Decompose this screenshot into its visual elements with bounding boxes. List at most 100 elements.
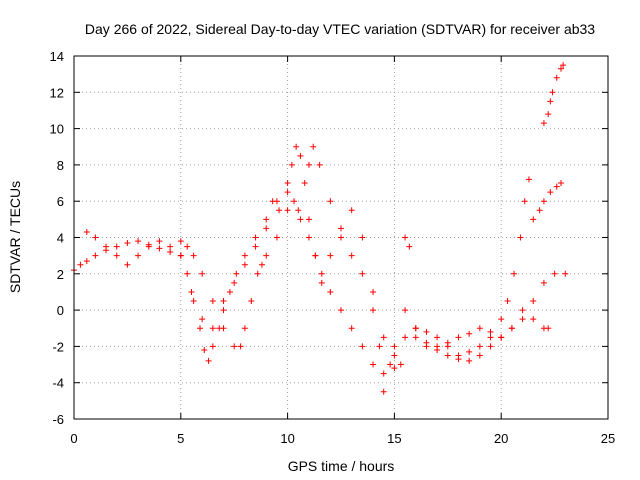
data-point	[370, 307, 377, 314]
data-point	[177, 252, 184, 259]
data-point	[269, 198, 276, 205]
data-point	[190, 252, 197, 259]
y-tick-label: 14	[50, 49, 64, 64]
data-point	[327, 288, 334, 295]
data-point	[498, 316, 505, 323]
data-point	[124, 261, 131, 268]
data-point	[530, 216, 537, 223]
data-point	[305, 161, 312, 168]
data-point	[444, 343, 451, 350]
data-point	[391, 352, 398, 359]
data-point	[156, 245, 163, 252]
data-point	[511, 270, 518, 277]
data-point	[423, 339, 430, 346]
data-point	[558, 65, 565, 72]
data-point	[83, 258, 90, 265]
data-point	[547, 98, 554, 105]
data-point	[547, 189, 554, 196]
y-tick-label: 8	[57, 158, 64, 173]
data-point	[455, 334, 462, 341]
data-point	[487, 334, 494, 341]
data-point	[380, 388, 387, 395]
data-point	[124, 239, 131, 246]
y-tick-label: 0	[57, 303, 64, 318]
data-point	[295, 207, 302, 214]
data-point	[519, 307, 526, 314]
data-point	[113, 252, 120, 259]
data-point	[103, 243, 110, 250]
data-point	[92, 252, 99, 259]
x-tick-label: 0	[70, 431, 77, 446]
data-point	[376, 343, 383, 350]
y-tick-label: 2	[57, 267, 64, 282]
data-point	[135, 252, 142, 259]
y-tick-label: 4	[57, 231, 64, 246]
data-point	[263, 216, 270, 223]
data-point	[199, 270, 206, 277]
data-point	[391, 343, 398, 350]
data-point	[370, 361, 377, 368]
data-point	[517, 234, 524, 241]
data-point	[83, 229, 90, 236]
data-point	[241, 252, 248, 259]
data-point	[348, 252, 355, 259]
data-point	[521, 198, 528, 205]
data-point	[348, 325, 355, 332]
data-point	[338, 225, 344, 232]
data-point	[338, 234, 344, 241]
data-point	[209, 298, 216, 305]
data-point	[305, 234, 312, 241]
data-point	[288, 161, 295, 168]
data-point	[197, 325, 204, 332]
data-point	[504, 298, 511, 305]
data-point	[263, 252, 270, 259]
data-point	[184, 270, 191, 277]
data-point	[284, 189, 291, 196]
x-axis-label: GPS time / hours	[288, 458, 395, 474]
y-axis-label: SDTVAR / TECUs	[7, 181, 23, 293]
data-point	[327, 198, 334, 205]
data-points	[71, 62, 569, 395]
data-point	[263, 225, 270, 232]
data-point	[252, 234, 259, 241]
data-point	[406, 243, 413, 250]
data-point	[562, 270, 569, 277]
data-point	[540, 279, 547, 286]
data-point	[231, 279, 238, 286]
y-tick-label: -6	[52, 412, 64, 427]
data-point	[545, 111, 552, 118]
data-point	[370, 288, 377, 295]
data-point	[284, 207, 291, 214]
data-point	[402, 234, 409, 241]
data-point	[423, 328, 430, 335]
axis-ticks: 0 5 10 15 20 25 -6 -4 -2 0 2 4 6 8 10 12 14	[50, 49, 616, 446]
data-point	[184, 243, 191, 250]
data-point	[553, 183, 560, 190]
data-point	[310, 143, 317, 150]
data-point	[560, 62, 567, 69]
data-point	[226, 288, 233, 295]
data-point	[380, 370, 387, 377]
data-point	[305, 216, 312, 223]
data-point	[402, 334, 409, 341]
data-point	[145, 243, 152, 250]
data-point	[387, 361, 394, 368]
data-point	[380, 334, 387, 341]
data-point	[434, 343, 441, 350]
data-point	[508, 325, 515, 332]
data-point	[167, 249, 174, 256]
data-point	[498, 334, 505, 341]
data-point	[318, 279, 325, 286]
data-point	[402, 307, 409, 314]
data-point	[466, 348, 473, 355]
data-point	[359, 343, 366, 350]
y-tick-label: -2	[52, 339, 64, 354]
data-point	[241, 261, 248, 268]
data-point	[397, 361, 404, 368]
data-point	[167, 243, 174, 250]
data-point	[338, 307, 344, 314]
data-point	[487, 343, 494, 350]
data-point	[476, 352, 483, 359]
data-point	[301, 180, 308, 187]
